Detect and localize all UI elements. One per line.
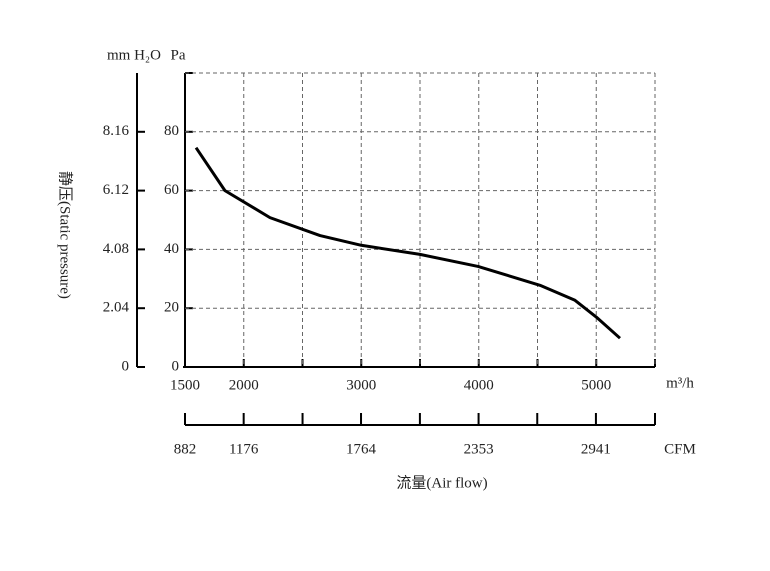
- x2-tick-label: 882: [174, 441, 197, 457]
- y-tick-label: 40: [164, 241, 179, 257]
- x-tick-label: 3000: [346, 377, 376, 393]
- y-tick-label: 80: [164, 123, 179, 139]
- y-unit: Pa: [171, 47, 186, 63]
- y-tick-label: 20: [164, 300, 179, 316]
- y2-tick-label: 6.12: [103, 182, 129, 198]
- x-tick-label: 5000: [581, 377, 611, 393]
- y-tick-label: 0: [172, 358, 180, 374]
- x2-unit: CFM: [664, 441, 696, 457]
- y2-tick-label: 2.04: [103, 300, 130, 316]
- y2-tick-label: 8.16: [103, 123, 130, 139]
- y2-tick-label: 4.08: [103, 241, 129, 257]
- x2-tick-label: 2353: [464, 441, 494, 457]
- y-axis-label: 静压(Static pressure): [57, 171, 74, 299]
- x2-tick-label: 1764: [346, 441, 377, 457]
- x2-tick-label: 2941: [581, 441, 611, 457]
- x-tick-label: 1500: [170, 377, 200, 393]
- x-tick-label: 4000: [464, 377, 494, 393]
- y2-unit: mm H₂O: [107, 47, 161, 63]
- x-tick-label: 2000: [229, 377, 259, 393]
- x2-tick-label: 1176: [229, 441, 259, 457]
- curve: [194, 146, 621, 340]
- y2-tick-label: 0: [122, 358, 130, 374]
- x-unit: m³/h: [666, 375, 694, 391]
- x-axis-label: 流量(Air flow): [396, 474, 487, 491]
- y-tick-label: 60: [164, 182, 179, 198]
